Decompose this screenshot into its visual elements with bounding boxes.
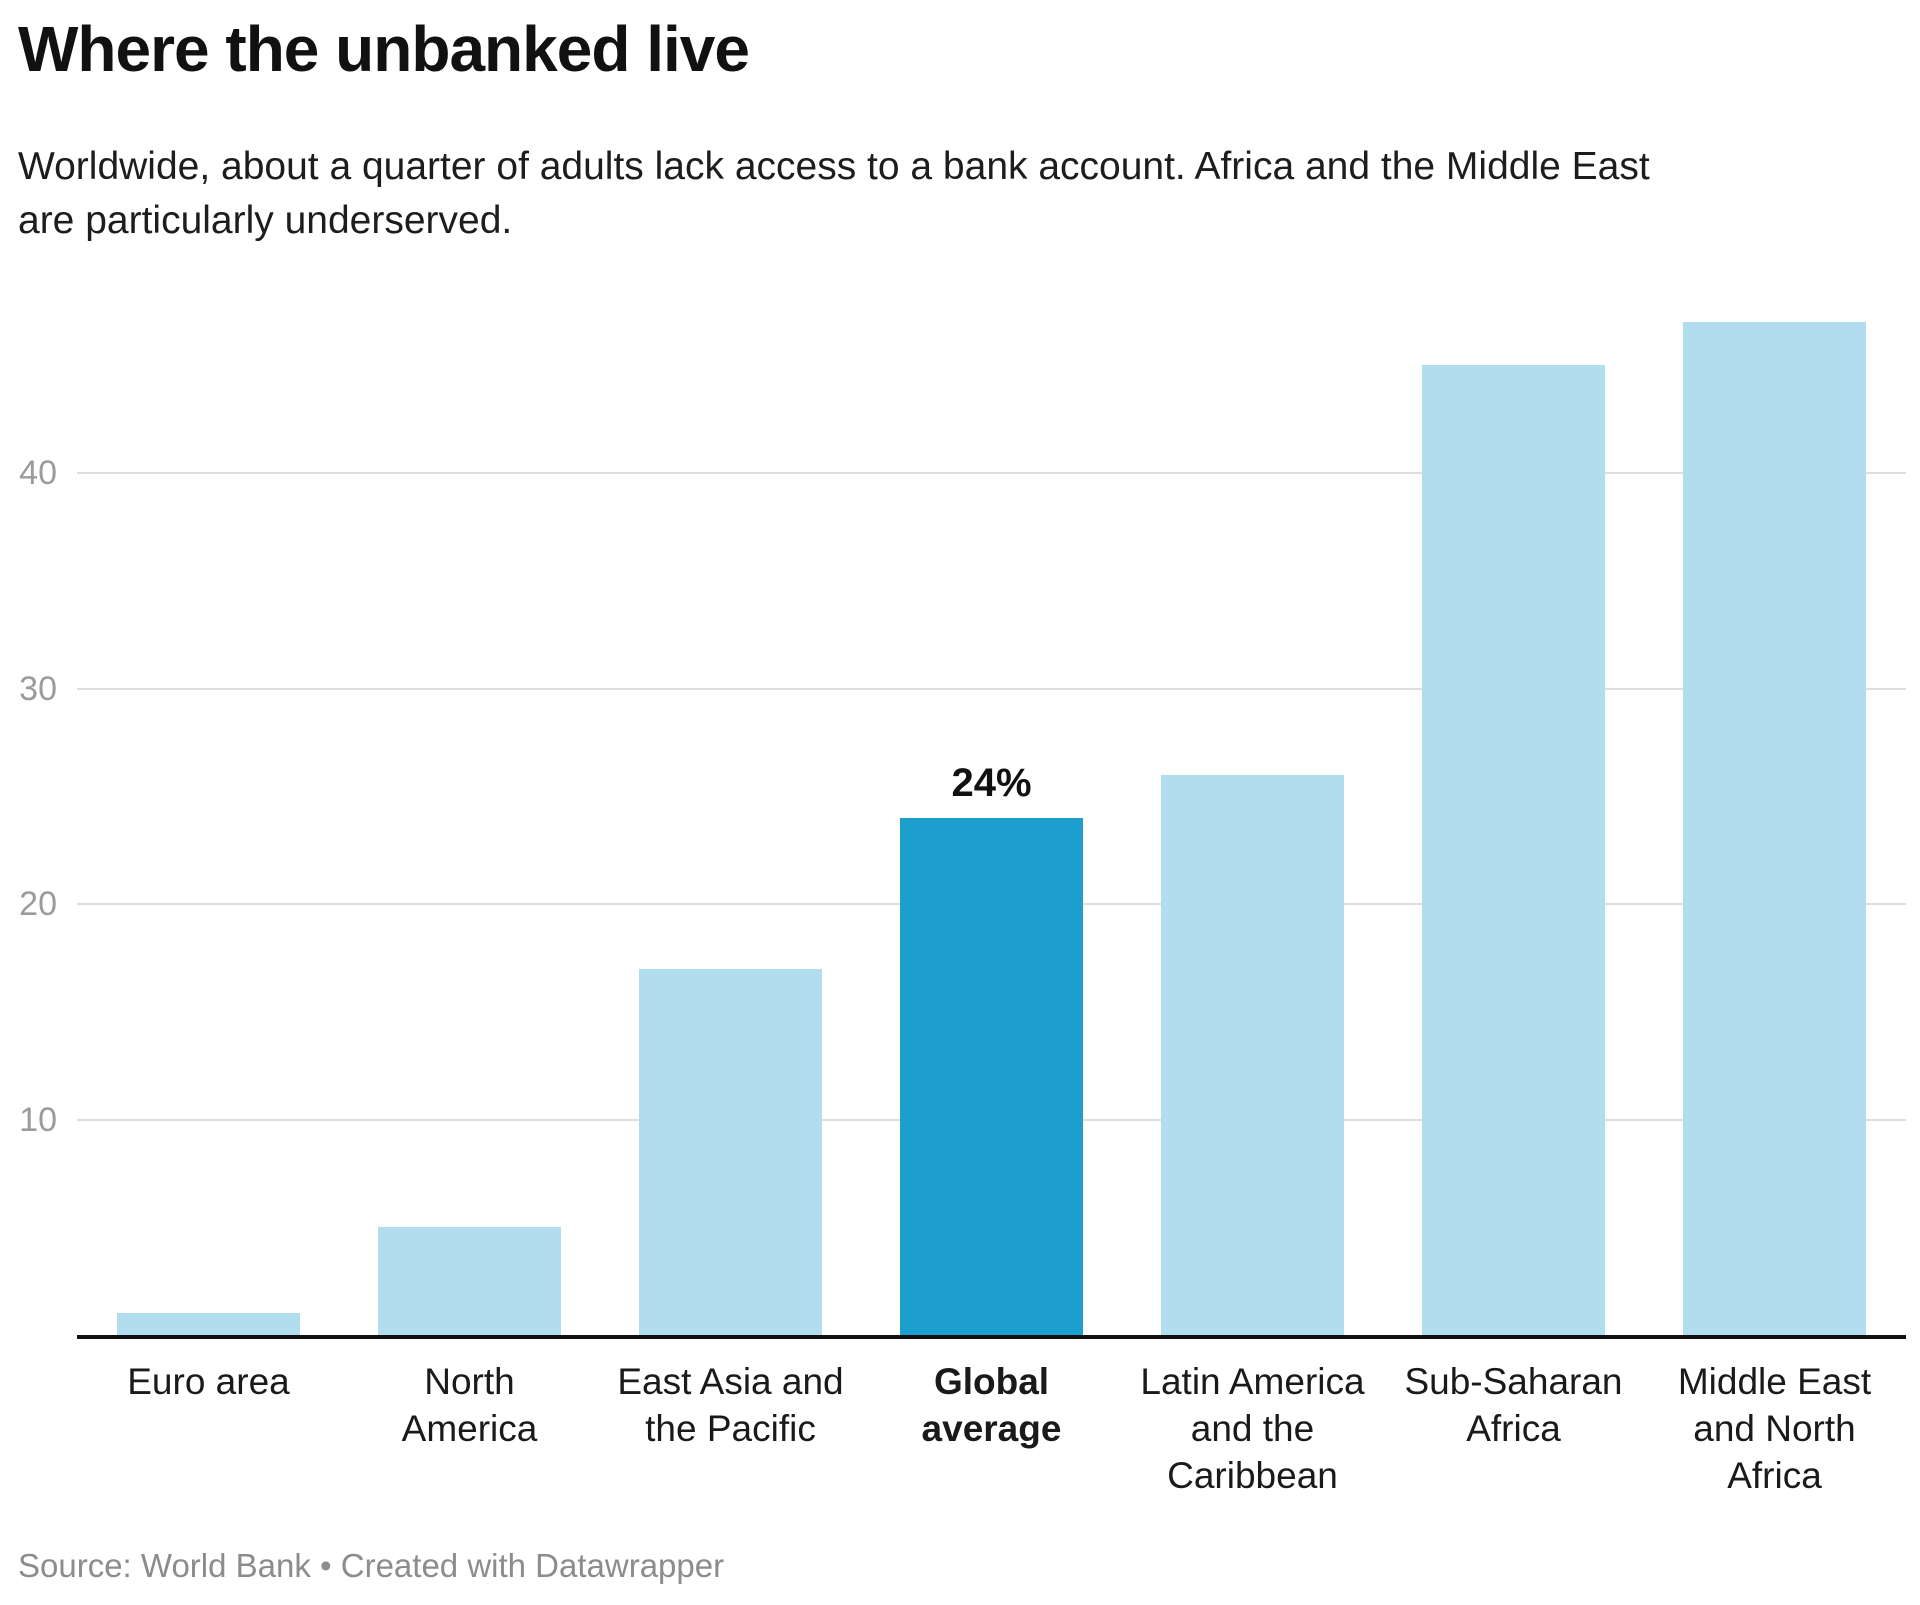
x-axis-label-line: Sub-Saharan	[1404, 1361, 1623, 1402]
x-axis-label-line: Africa	[1727, 1455, 1822, 1496]
x-axis-label-east-asia-and-the-pacific: East Asia and the Pacific	[601, 1358, 861, 1452]
x-axis-label-line: Africa	[1466, 1408, 1561, 1449]
x-axis-label-line: Caribbean	[1167, 1455, 1338, 1496]
y-tick-label-30: 30	[19, 669, 57, 708]
x-axis-label-line: the Pacific	[645, 1408, 816, 1449]
y-tick-label-40: 40	[19, 454, 57, 492]
bar-north-america	[378, 1227, 561, 1335]
x-axis-label-middle-east-and-north-africa: Middle East and North Africa	[1645, 1358, 1905, 1499]
chart-subtitle: Worldwide, about a quarter of adults lac…	[18, 140, 1650, 248]
bar-east-asia-and-the-pacific	[639, 968, 822, 1335]
bar-latin-america-and-the-caribbean	[1161, 774, 1344, 1335]
x-axis-label-sub-saharan-africa: Sub-Saharan Africa	[1384, 1358, 1644, 1452]
x-axis-label-line: Middle East	[1677, 1361, 1872, 1402]
x-axis-label-line: North	[424, 1361, 515, 1402]
x-axis-label-north-america: North America	[340, 1358, 600, 1452]
bar-sub-saharan-africa	[1422, 365, 1605, 1335]
x-axis-label-line: America	[401, 1408, 538, 1449]
x-axis-label-line: Global	[933, 1361, 1050, 1402]
x-axis-label-line: average	[921, 1408, 1062, 1449]
x-axis-label-line: Euro area	[127, 1361, 290, 1402]
value-label-global-average: 24%	[951, 760, 1032, 805]
bar-euro-area	[117, 1313, 300, 1335]
x-axis-label-global-average: Global average	[862, 1358, 1122, 1452]
x-axis-label-line: East Asia and	[617, 1361, 844, 1402]
gridline-30	[77, 687, 1906, 690]
chart-subtitle-line-2: are particularly underserved.	[18, 199, 513, 242]
x-axis-label-line: Latin America	[1140, 1361, 1365, 1402]
chart-subtitle-line-1: Worldwide, about a quarter of adults lac…	[18, 145, 1650, 188]
gridline-40	[77, 472, 1906, 474]
x-axis-label-line: and the	[1190, 1408, 1315, 1449]
x-axis-line	[77, 1335, 1906, 1339]
x-axis-label-line: and North	[1693, 1408, 1856, 1449]
bar-global-average	[900, 817, 1083, 1335]
y-tick-label-20: 20	[19, 885, 57, 923]
x-axis-label-euro-area: Euro area	[79, 1358, 339, 1405]
chart-title: Where the unbanked live	[18, 13, 750, 85]
source-line: Source: World Bank • Created with Datawr…	[18, 1547, 725, 1584]
y-tick-label-10: 10	[19, 1100, 57, 1139]
x-axis-label-latin-america-and-the-caribbean: Latin America and the Caribbean	[1123, 1358, 1383, 1499]
bar-middle-east-and-north-africa	[1683, 322, 1866, 1335]
